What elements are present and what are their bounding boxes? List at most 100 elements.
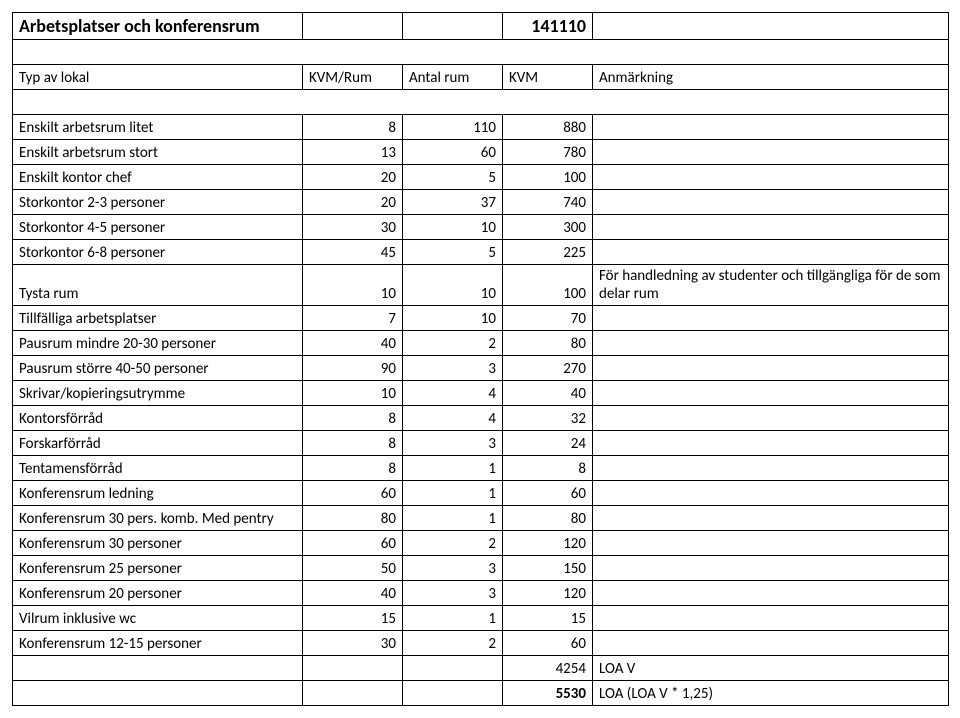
table-row: Enskilt arbetsrum stort1360780: [13, 140, 949, 165]
cell-kvm: 880: [503, 115, 593, 140]
spacer-cell: [503, 90, 593, 115]
cell-label: Storkontor 6-8 personer: [13, 240, 303, 265]
cell-kvmrum: 13: [303, 140, 403, 165]
cell-note: [593, 331, 949, 356]
spacer-cell: [303, 90, 403, 115]
cell-label: Konferensrum 30 pers. komb. Med pentry: [13, 506, 303, 531]
cell-kvmrum: 45: [303, 240, 403, 265]
cell-label: Pausrum större 40-50 personer: [13, 356, 303, 381]
table-row: Kontorsförråd8432: [13, 406, 949, 431]
cell-antal: 2: [403, 331, 503, 356]
cell-antal: 1: [403, 481, 503, 506]
spacer-cell: [13, 40, 303, 65]
cell-antal: 60: [403, 140, 503, 165]
empty-cell: [303, 681, 403, 706]
cell-label: Storkontor 2-3 personer: [13, 190, 303, 215]
cell-label: Pausrum mindre 20-30 personer: [13, 331, 303, 356]
cell-label: Enskilt arbetsrum stort: [13, 140, 303, 165]
spacer-cell: [303, 40, 403, 65]
cell-antal: 2: [403, 631, 503, 656]
table-row: Storkontor 6-8 personer455225: [13, 240, 949, 265]
col-header-kvmrum: KVM/Rum: [303, 65, 403, 90]
cell-kvmrum: 80: [303, 506, 403, 531]
spacer-cell: [403, 90, 503, 115]
spacer-cell: [593, 40, 949, 65]
table-row: Enskilt arbetsrum litet8110880: [13, 115, 949, 140]
cell-kvm: 60: [503, 631, 593, 656]
header-date: 141110: [503, 13, 593, 40]
col-header-type: Typ av lokal: [13, 65, 303, 90]
cell-kvmrum: 40: [303, 581, 403, 606]
cell-antal: 1: [403, 506, 503, 531]
cell-note: [593, 531, 949, 556]
cell-kvm: 32: [503, 406, 593, 431]
cell-kvm: 80: [503, 331, 593, 356]
cell-label: Konferensrum ledning: [13, 481, 303, 506]
cell-kvmrum: 30: [303, 631, 403, 656]
empty-cell: [593, 13, 949, 40]
cell-kvmrum: 8: [303, 406, 403, 431]
cell-label: Tillfälliga arbetsplatser: [13, 306, 303, 331]
total-sum2-note: LOA (LOA V * 1,25): [593, 681, 949, 706]
table-row: Vilrum inklusive wc15115: [13, 606, 949, 631]
table-row: Tentamensförråd818: [13, 456, 949, 481]
cell-note: [593, 606, 949, 631]
cell-kvmrum: 15: [303, 606, 403, 631]
cell-note: För handledning av studenter och tillgän…: [593, 265, 949, 306]
spacer-cell: [13, 90, 303, 115]
cell-note: [593, 481, 949, 506]
cell-kvm: 300: [503, 215, 593, 240]
cell-antal: 3: [403, 356, 503, 381]
cell-label: Tysta rum: [13, 265, 303, 306]
cell-kvm: 120: [503, 581, 593, 606]
table-row: Enskilt kontor chef205100: [13, 165, 949, 190]
page-title: Arbetsplatser och konferensrum: [13, 13, 303, 40]
cell-label: Konferensrum 25 personer: [13, 556, 303, 581]
cell-note: [593, 581, 949, 606]
cell-kvmrum: 7: [303, 306, 403, 331]
cell-note: [593, 431, 949, 456]
table-row: Konferensrum ledning60160: [13, 481, 949, 506]
cell-antal: 5: [403, 240, 503, 265]
cell-kvm: 780: [503, 140, 593, 165]
cell-label: Forskarförråd: [13, 431, 303, 456]
cell-antal: 3: [403, 581, 503, 606]
cell-antal: 10: [403, 215, 503, 240]
cell-kvm: 15: [503, 606, 593, 631]
cell-label: Konferensrum 30 personer: [13, 531, 303, 556]
table-row: Skrivar/kopieringsutrymme10440: [13, 381, 949, 406]
cell-kvm: 150: [503, 556, 593, 581]
cell-kvm: 70: [503, 306, 593, 331]
col-header-antal: Antal rum: [403, 65, 503, 90]
spacer-cell: [503, 40, 593, 65]
cell-antal: 110: [403, 115, 503, 140]
table-row: Tillfälliga arbetsplatser71070: [13, 306, 949, 331]
cell-label: Konferensrum 20 personer: [13, 581, 303, 606]
cell-label: Storkontor 4-5 personer: [13, 215, 303, 240]
cell-antal: 37: [403, 190, 503, 215]
cell-kvm: 40: [503, 381, 593, 406]
cell-note: [593, 115, 949, 140]
cell-antal: 3: [403, 431, 503, 456]
total-sum1-note: LOA V: [593, 656, 949, 681]
table-row: Storkontor 4-5 personer3010300: [13, 215, 949, 240]
cell-antal: 5: [403, 165, 503, 190]
cell-kvmrum: 10: [303, 381, 403, 406]
empty-cell: [403, 681, 503, 706]
table-row: Konferensrum 25 personer503150: [13, 556, 949, 581]
cell-label: Kontorsförråd: [13, 406, 303, 431]
cell-note: [593, 140, 949, 165]
cell-antal: 1: [403, 606, 503, 631]
table-row: Pausrum större 40-50 personer903270: [13, 356, 949, 381]
cell-antal: 2: [403, 531, 503, 556]
cell-label: Skrivar/kopieringsutrymme: [13, 381, 303, 406]
cell-label: Tentamensförråd: [13, 456, 303, 481]
workspaces-table: Arbetsplatser och konferensrum 141110 Typ …: [12, 12, 949, 706]
cell-note: [593, 215, 949, 240]
cell-note: [593, 406, 949, 431]
cell-antal: 10: [403, 306, 503, 331]
cell-kvmrum: 60: [303, 531, 403, 556]
col-header-kvm: KVM: [503, 65, 593, 90]
cell-note: [593, 356, 949, 381]
empty-cell: [13, 656, 303, 681]
